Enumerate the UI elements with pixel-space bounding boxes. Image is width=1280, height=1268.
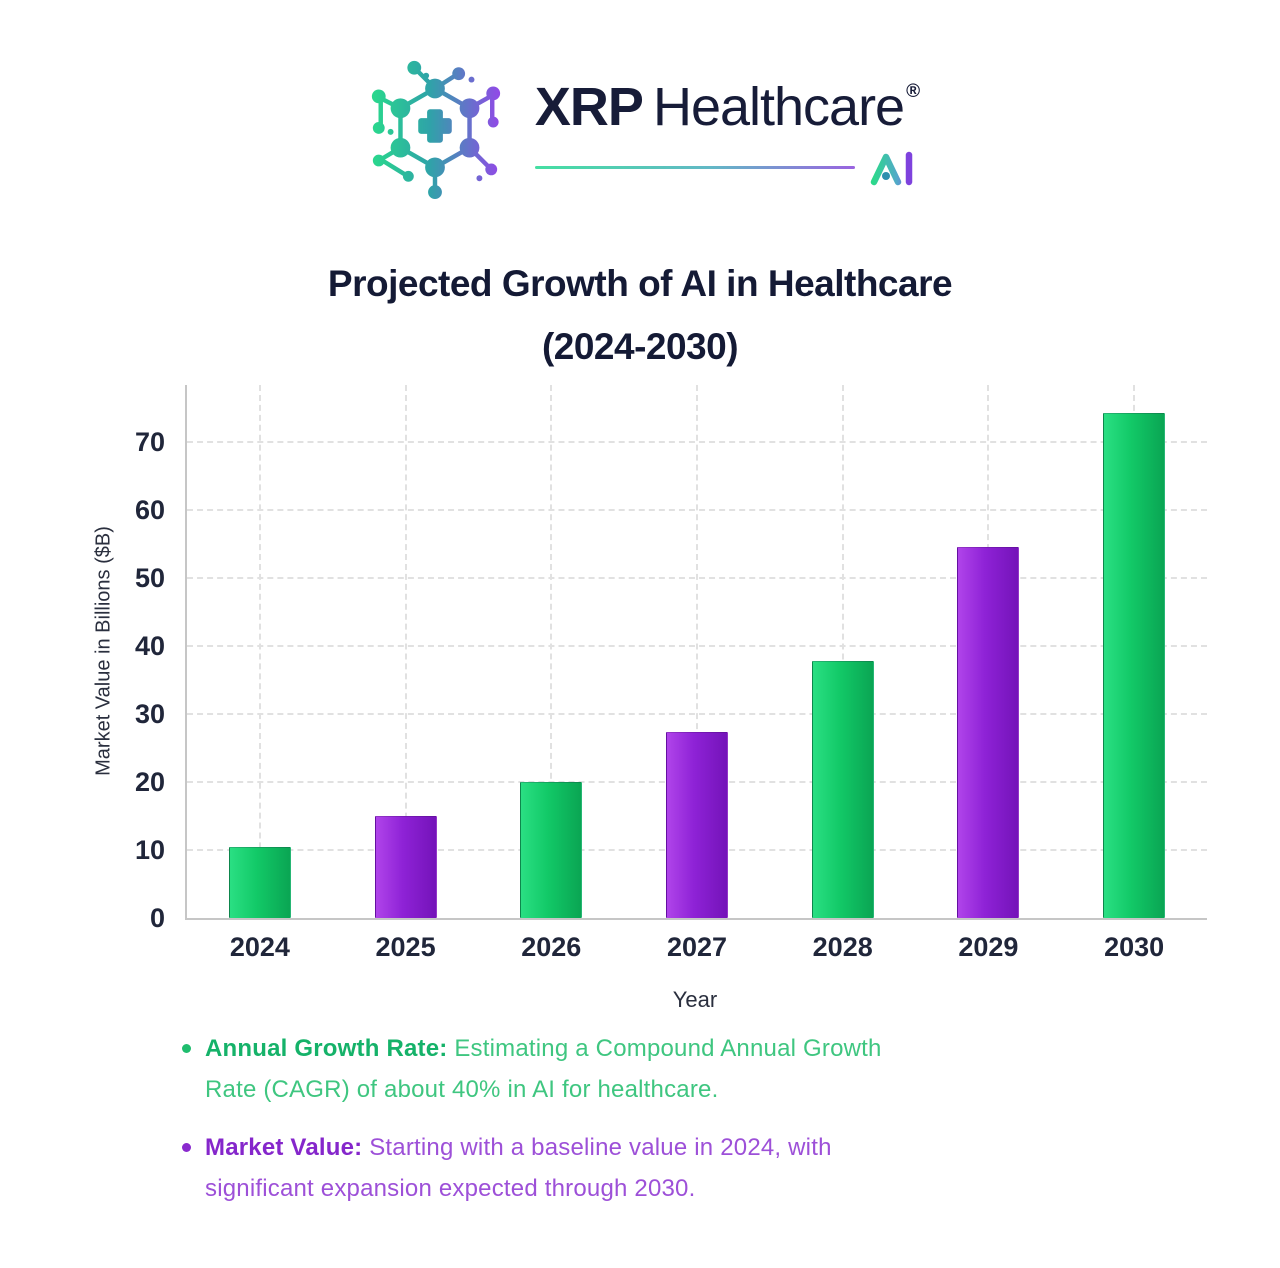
bullet-icon	[182, 1044, 191, 1053]
ai-logo-icon	[870, 151, 913, 185]
x-tick-label-2025: 2025	[375, 932, 436, 962]
x-gridline	[696, 385, 698, 918]
page-title-line1: Projected Growth of AI in Healthcare	[327, 263, 953, 304]
registered-trademark: ®	[906, 80, 920, 102]
x-gridline	[258, 385, 261, 918]
bar-2030	[1103, 412, 1166, 918]
x-axis-title: Year	[672, 987, 718, 1012]
note-line2: Rate (CAGR) of about 40% in AI for healt…	[205, 1076, 719, 1103]
bar-2028	[811, 661, 874, 918]
plot-area: 0 10 20 30 40 50 60 70 2024 2025 2026 2027 2028 2029 2…	[135, 385, 1207, 962]
x-tick-label-2030: 2030	[1104, 932, 1165, 962]
bar-2026	[520, 782, 583, 918]
x-tick-label-2027: 2027	[666, 932, 728, 962]
note-annual-growth-rate: Annual Growth Rate: Estimating a Compoun…	[182, 1028, 882, 1110]
y-tick-label-70: 70	[134, 427, 165, 458]
x-tick-label-2026: 2026	[521, 932, 582, 962]
bar-2029	[957, 547, 1020, 918]
note-label: Market Value:	[205, 1134, 363, 1161]
note-text: Annual Growth Rate: Estimating a Compoun…	[205, 1028, 882, 1110]
note-line2: significant expansion expected through 2…	[205, 1175, 696, 1202]
molecular-hexagon-cross-icon	[371, 60, 501, 199]
y-tick-label-50: 50	[134, 563, 165, 594]
y-tick-label-10: 10	[134, 835, 165, 865]
bar-2025	[374, 816, 437, 918]
notes-list: Annual Growth Rate: Estimating a Compoun…	[182, 1028, 882, 1226]
x-gridline	[550, 385, 553, 918]
note-label: Annual Growth Rate:	[205, 1035, 448, 1062]
bar-2024	[228, 846, 291, 918]
x-tick-label-2029: 2029	[958, 932, 1019, 962]
brand-text-block: XRP Healthcare ®	[534, 61, 920, 188]
note-text: Market Value: Starting with a baseline v…	[205, 1127, 832, 1209]
brand-name-bold: XRP	[534, 76, 644, 137]
page-title-line2: (2024-2030)	[541, 326, 739, 367]
bullet-icon	[182, 1143, 191, 1152]
bar-2027	[666, 732, 728, 918]
gradient-divider-line	[534, 166, 856, 169]
x-gridline	[404, 385, 407, 918]
x-gridline	[841, 385, 844, 918]
y-tick-label-30: 30	[134, 699, 165, 730]
page-title: Projected Growth of AI in Healthcare (20…	[0, 252, 1280, 378]
brand-underline-row	[534, 148, 919, 188]
y-tick-label-0: 0	[149, 903, 165, 933]
y-tick-label-40: 40	[134, 631, 165, 662]
bar-chart: Market Value in Billions ($B) 0 10 20 30 40 5…	[0, 385, 1280, 1035]
y-tick-label-60: 60	[134, 495, 165, 526]
x-tick-label-2028: 2028	[812, 932, 873, 962]
x-tick-label-2024: 2024	[229, 932, 290, 962]
brand-name: XRP Healthcare ®	[534, 61, 920, 138]
note-line1: Starting with a baseline value in 2024, …	[369, 1134, 832, 1161]
note-line1: Estimating a Compound Annual Growth	[454, 1035, 882, 1062]
brand-name-rest: Healthcare	[652, 76, 905, 137]
y-tick-label-20: 20	[134, 767, 165, 798]
note-market-value: Market Value: Starting with a baseline v…	[182, 1127, 882, 1209]
brand-header: XRP Healthcare ®	[0, 48, 1280, 200]
